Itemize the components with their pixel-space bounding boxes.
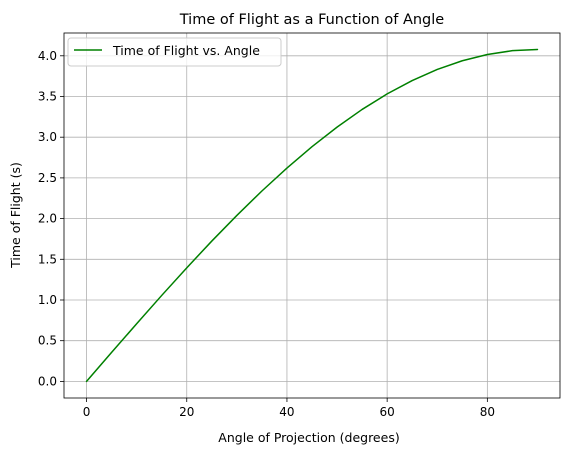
plot-lines bbox=[85, 48, 539, 383]
y-tick-label: 0.5 bbox=[38, 334, 57, 348]
y-tick-label: 1.5 bbox=[38, 252, 57, 266]
y-tick-label: 3.5 bbox=[38, 89, 57, 103]
y-tick-label: 3.0 bbox=[38, 130, 57, 144]
legend-box bbox=[67, 37, 282, 67]
legend: Time of Flight vs. Angle bbox=[67, 37, 282, 67]
x-axis-label: Angle of Projection (degrees) bbox=[218, 430, 399, 445]
chart-title: Time of Flight as a Function of Angle bbox=[179, 12, 445, 28]
series-line bbox=[85, 48, 539, 383]
y-ticks: 0.0 0.5 1.0 1.5 2.0 2.5 3.0 3.5 4.0 bbox=[38, 49, 64, 388]
y-tick-label: 4.0 bbox=[38, 49, 57, 63]
x-tick-label: 40 bbox=[279, 405, 294, 419]
plot-frame bbox=[63, 32, 561, 399]
x-tick-label: 0 bbox=[83, 405, 91, 419]
y-tick-label: 2.0 bbox=[38, 212, 57, 226]
y-tick-label: 0.0 bbox=[38, 374, 57, 388]
y-tick-label: 1.0 bbox=[38, 293, 57, 307]
x-tick-label: 20 bbox=[179, 405, 194, 419]
y-axis-label: Time of Flight (s) bbox=[8, 162, 23, 269]
x-ticks: 0 20 40 60 80 bbox=[83, 398, 495, 419]
x-tick-label: 80 bbox=[480, 405, 495, 419]
x-tick-label: 60 bbox=[380, 405, 395, 419]
legend-label: Time of Flight vs. Angle bbox=[112, 43, 260, 58]
grid bbox=[64, 33, 560, 398]
y-tick-label: 2.5 bbox=[38, 171, 57, 185]
